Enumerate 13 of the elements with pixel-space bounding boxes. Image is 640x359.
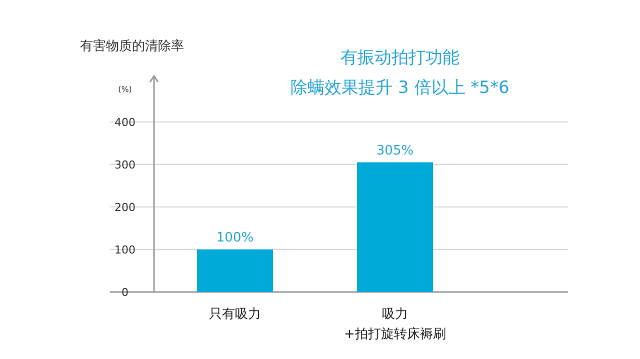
data-label: 100% — [216, 230, 254, 246]
y-tick-label: 200 — [114, 200, 136, 214]
y-tick-label: 400 — [114, 116, 136, 129]
y-tick-label: 0 — [122, 286, 128, 299]
data-label: 305% — [376, 143, 414, 158]
y-tick-label: 300 — [114, 158, 136, 172]
x-tick-label: 只有吸力 — [209, 307, 261, 322]
x-tick-label: 吸力 +拍打旋转床褥刷 — [344, 307, 446, 342]
y-tick-label: 100 — [114, 243, 136, 256]
text: 有振动拍打功能 — [340, 48, 460, 68]
y-axis-title: (%) — [118, 85, 132, 94]
chart-title: 有害物质的清除率 — [80, 38, 184, 54]
annotation: 除螨效果提升 3 倍以上 *5*6 — [290, 78, 510, 98]
